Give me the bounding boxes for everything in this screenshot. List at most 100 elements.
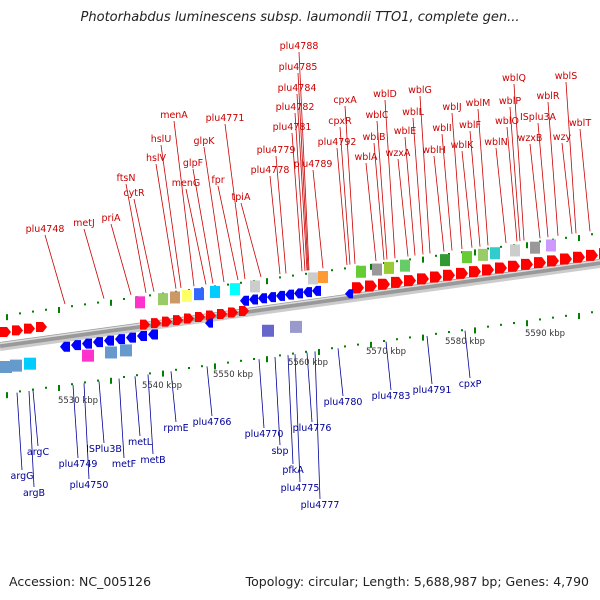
- scale-label: 5570 kbp: [366, 347, 406, 357]
- tick-lower: [500, 323, 502, 326]
- tick-lower: [292, 352, 294, 355]
- tick-lower: [123, 375, 125, 378]
- reverse-gene-arrow: [345, 289, 353, 299]
- leader-line: [419, 95, 431, 254]
- tick-upper: [500, 245, 502, 248]
- gene-label: wblJ: [442, 102, 461, 113]
- gene-label: wblR: [536, 91, 559, 102]
- gene-label: plu4780: [324, 397, 363, 408]
- leader-line: [269, 175, 281, 275]
- leader-line: [426, 335, 433, 385]
- gene-label: cpxR: [328, 116, 352, 127]
- scale-label: 5590 kbp: [525, 329, 565, 339]
- leader-line: [404, 136, 416, 256]
- tick-upper: [539, 240, 541, 243]
- tick-lower: [318, 349, 320, 356]
- gene-label: plu4779: [257, 145, 296, 156]
- leader-line: [32, 390, 39, 447]
- tick-upper: [6, 314, 8, 321]
- gene-label: wblA: [355, 152, 378, 163]
- tick-upper: [344, 267, 346, 270]
- tick-upper: [32, 310, 34, 313]
- gene-label: tpiA: [232, 192, 251, 203]
- genome-backbone: [0, 259, 600, 351]
- leader-line: [314, 351, 321, 500]
- tick-lower: [526, 320, 528, 327]
- reverse-gene-arrow: [258, 293, 267, 304]
- feature-block: [170, 291, 180, 304]
- reverse-gene-arrow: [104, 335, 114, 346]
- leader-line: [240, 202, 262, 277]
- forward-gene-arrow: [586, 249, 598, 261]
- leader-line: [412, 117, 424, 255]
- tick-lower: [45, 386, 47, 389]
- gene-label: plu4771: [206, 113, 245, 124]
- gene-label: ISPlu3B: [86, 444, 122, 455]
- leader-line: [294, 354, 301, 483]
- gene-label: wblH: [422, 145, 446, 156]
- tick-upper: [84, 303, 86, 306]
- leader-line: [170, 371, 177, 423]
- leader-line: [16, 392, 23, 471]
- forward-gene-arrow: [140, 319, 150, 330]
- reverse-gene-arrow: [240, 295, 249, 306]
- forward-gene-arrow: [456, 267, 468, 279]
- tick-upper: [526, 242, 528, 249]
- gene-label: hslV: [146, 153, 167, 164]
- leader-line: [294, 112, 306, 271]
- gene-features: [0, 239, 600, 373]
- tick-lower: [305, 350, 307, 353]
- reverse-gene-arrow: [148, 329, 158, 340]
- forward-gene-arrow: [495, 262, 507, 274]
- tick-lower: [84, 381, 86, 384]
- reverse-gene-arrow: [115, 334, 125, 345]
- tick-lower: [71, 383, 73, 386]
- reverse-gene-arrow: [249, 294, 258, 305]
- gene-label: metJ: [73, 218, 95, 229]
- leader-line: [451, 112, 463, 250]
- tick-upper: [422, 256, 424, 263]
- forward-gene-arrow: [365, 280, 377, 292]
- leader-line: [28, 390, 35, 488]
- tick-upper: [123, 297, 125, 300]
- gene-label: wblI: [432, 123, 451, 134]
- tick-lower: [344, 345, 346, 348]
- feature-block: [182, 289, 192, 302]
- tick-lower: [461, 329, 463, 332]
- leader-line: [376, 120, 388, 260]
- tick-lower: [448, 331, 450, 334]
- tick-lower: [214, 363, 216, 370]
- leader-line: [495, 147, 507, 244]
- tick-upper: [591, 233, 593, 236]
- leader-line: [224, 123, 246, 280]
- gene-label: plu4788: [280, 41, 319, 52]
- forward-gene-arrow: [469, 266, 481, 278]
- gene-label: plu4777: [301, 500, 340, 511]
- gene-label: plu4782: [276, 102, 315, 113]
- leader-line: [287, 355, 294, 465]
- tick-lower: [136, 374, 138, 377]
- feature-block: [230, 283, 240, 296]
- leader-line: [297, 72, 309, 271]
- forward-gene-arrow: [391, 276, 403, 288]
- leader-line: [298, 51, 310, 271]
- leader-line: [579, 128, 591, 232]
- tick-upper: [19, 312, 21, 315]
- feature-block: [400, 259, 410, 272]
- reverse-gene-arrow: [303, 287, 312, 298]
- leader-line: [433, 155, 445, 252]
- tick-upper: [292, 274, 294, 277]
- gene-label: wblN: [484, 137, 508, 148]
- forward-gene-arrow: [151, 318, 161, 329]
- forward-gene-arrow: [352, 282, 364, 294]
- gene-label: plu4783: [372, 391, 411, 402]
- feature-block: [290, 320, 302, 333]
- forward-gene-arrow: [0, 327, 11, 337]
- feature-block: [135, 296, 145, 309]
- leader-line: [134, 376, 141, 437]
- gene-label: plu4748: [26, 224, 65, 235]
- leader-line: [565, 81, 577, 234]
- gene-label: wblC: [365, 110, 388, 121]
- gene-label: wzxB: [518, 133, 543, 144]
